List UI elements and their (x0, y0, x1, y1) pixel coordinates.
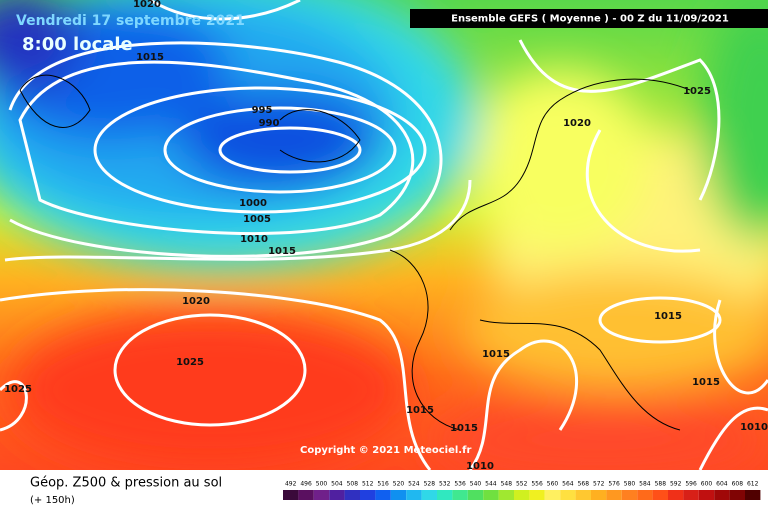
legend-swatch (344, 490, 360, 500)
legend-swatch (375, 490, 391, 500)
isobar-label: 1015 (268, 246, 296, 257)
legend-label: 532 (439, 481, 451, 488)
legend-label: 576 (608, 481, 620, 488)
legend-swatch (621, 490, 638, 500)
legend-label: 528 (424, 481, 436, 488)
legend-swatch (483, 490, 499, 500)
legend-swatch (544, 490, 561, 500)
legend-swatch (390, 490, 407, 500)
legend-label: 584 (639, 481, 651, 488)
legend-label: 496 (300, 481, 312, 488)
isobar-label: 1015 (450, 423, 478, 434)
legend-label: 520 (393, 481, 405, 488)
legend-label: 504 (331, 481, 343, 488)
isobar-label: 1020 (133, 0, 161, 10)
isobar-label: 1010 (740, 422, 768, 433)
legend-label: 604 (716, 481, 728, 488)
legend-swatch (498, 490, 514, 500)
legend-swatch (283, 490, 299, 500)
legend-swatch (591, 490, 607, 500)
color-legend: 492 496 500 504 508 512 516 520 524 528 532 536 540 5… (283, 481, 761, 500)
legend-label: 572 (593, 481, 605, 488)
legend-label: 516 (377, 481, 389, 488)
legend-label: 492 (285, 481, 297, 488)
legend-label: 512 (362, 481, 374, 488)
legend-swatch (637, 490, 653, 500)
coastlines (19, 74, 691, 431)
legend-label: 544 (485, 481, 497, 488)
isobar-label: 1010 (466, 461, 494, 472)
legend-swatch (668, 490, 684, 500)
footer-title: Géop. Z500 & pression au sol (30, 476, 222, 491)
map: 1020101599599010001005101010151020102510… (0, 0, 768, 480)
legend-label: 588 (655, 481, 667, 488)
legend-label: 536 (454, 481, 466, 488)
legend-swatch (529, 490, 545, 500)
legend-label: 592 (670, 481, 682, 488)
isobar-label: 1015 (692, 377, 720, 388)
legend-label: 608 (732, 481, 744, 488)
isobars (0, 0, 768, 470)
legend-swatch (437, 490, 453, 500)
model-banner (410, 9, 768, 28)
legend-swatch (313, 490, 330, 500)
legend-label: 524 (408, 481, 420, 488)
legend-swatch (575, 490, 591, 500)
isobar-label: 1025 (4, 384, 32, 395)
isobar-label: 1000 (239, 198, 267, 209)
isobar-label: 1010 (240, 234, 268, 245)
legend-swatch (745, 490, 761, 500)
legend-swatch (698, 490, 715, 500)
legend-label: 548 (501, 481, 513, 488)
legend-label: 552 (516, 481, 528, 488)
legend-label: 556 (531, 481, 543, 488)
isobar-label: 995 (252, 105, 273, 116)
isobar-label: 1020 (182, 296, 210, 307)
legend-swatch (652, 490, 668, 500)
legend-swatch (298, 490, 314, 500)
isobar-label: 1005 (243, 214, 271, 225)
isobar-label: 1020 (563, 118, 591, 129)
legend-swatch (729, 490, 745, 500)
legend-label: 596 (685, 481, 697, 488)
legend-label: 500 (316, 481, 328, 488)
legend-swatch (560, 490, 576, 500)
isobar-label: 1015 (406, 405, 434, 416)
copyright: Copyright © 2021 Meteociel.fr (300, 445, 471, 456)
legend-label: 612 (747, 481, 759, 488)
isobar-label: 1025 (683, 86, 711, 97)
legend-swatch (452, 490, 468, 500)
isobar-label: 1015 (136, 52, 164, 63)
model-info: Ensemble GEFS ( Moyenne ) - 00 Z du 11/0… (451, 14, 729, 25)
legend-swatch (683, 490, 699, 500)
local-time: 8:00 locale (22, 34, 133, 55)
legend-swatch (329, 490, 345, 500)
forecast-lead: (+ 150h) (30, 495, 75, 506)
date: Vendredi 17 septembre 2021 (16, 13, 245, 29)
isobar-label: 990 (259, 118, 280, 129)
legend-label: 508 (347, 481, 359, 488)
legend-label: 564 (562, 481, 574, 488)
legend-swatch (406, 490, 422, 500)
isobar-label: 1015 (654, 311, 682, 322)
legend-label: 600 (701, 481, 713, 488)
legend-swatch (714, 490, 730, 500)
legend-label: 580 (624, 481, 636, 488)
legend-swatch (421, 490, 437, 500)
isobar-labels: 1020101599599010001005101010151020102510… (4, 0, 768, 472)
isobar-label: 1025 (176, 357, 204, 368)
legend-swatch (606, 490, 622, 500)
legend-swatch (514, 490, 530, 500)
isobar-label: 1015 (482, 349, 510, 360)
legend-label: 560 (547, 481, 559, 488)
legend-label: 540 (470, 481, 482, 488)
legend-label: 568 (578, 481, 590, 488)
legend-swatch (360, 490, 376, 500)
legend-swatch (467, 490, 484, 500)
